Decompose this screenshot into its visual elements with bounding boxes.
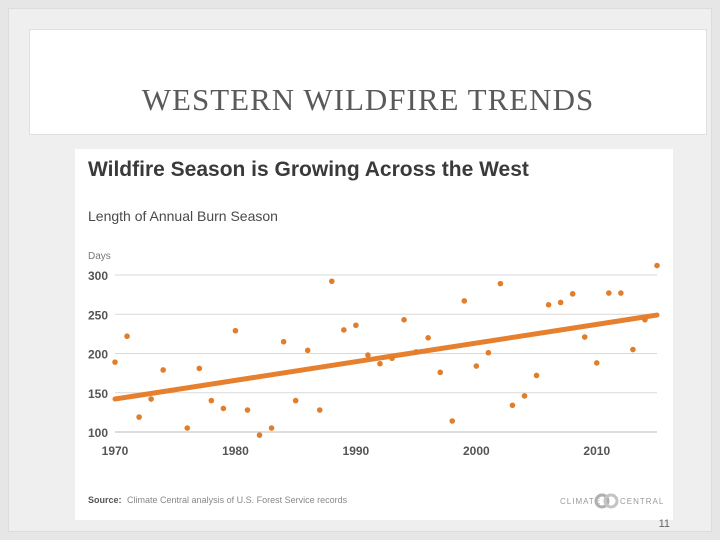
data-point-2010: [593, 360, 600, 366]
data-point-1990: [353, 322, 359, 329]
y-tick-100: 100: [88, 426, 108, 440]
slide-title: WESTERN WILDFIRE TRENDS: [141, 82, 595, 117]
chart-card: Wildfire Season is Growing Across the We…: [75, 149, 673, 520]
source-note: Source: Climate Central analysis of U.S.…: [88, 495, 348, 505]
data-point-1971: [124, 333, 130, 340]
data-point-1979: [220, 405, 227, 412]
data-point-2014: [642, 316, 648, 323]
data-point-2004: [521, 393, 528, 399]
x-tick-1980: 1980: [222, 444, 249, 458]
data-point-1997: [437, 369, 444, 376]
source-text: Climate Central analysis of U.S. Forest …: [127, 495, 348, 505]
data-point-2013: [630, 346, 636, 353]
data-point-1976: [184, 425, 191, 431]
data-point-2011: [606, 290, 612, 296]
x-tick-1990: 1990: [343, 444, 370, 458]
data-point-1982: [256, 432, 263, 438]
logo-ring-right: [603, 493, 619, 509]
data-point-1989: [341, 327, 347, 333]
chart-subtitle: Length of Annual Burn Season: [88, 208, 278, 224]
data-point-1981: [244, 407, 251, 413]
data-point-1987: [316, 407, 323, 413]
x-tick-2010: 2010: [583, 444, 610, 458]
data-point-1972: [136, 414, 142, 420]
x-tick-2000: 2000: [463, 444, 490, 458]
trend-layer: [112, 312, 660, 402]
data-point-1974: [160, 367, 166, 373]
data-point-2003: [509, 402, 516, 409]
x-tick-labels: 1970 1980 1990 2000 2010: [102, 444, 611, 458]
data-point-2007: [557, 299, 564, 306]
data-point-2015: [654, 262, 660, 269]
data-point-2008: [569, 291, 576, 297]
data-point-1986: [304, 347, 311, 354]
data-point-1973: [148, 396, 154, 402]
data-point-1977: [196, 365, 203, 372]
data-point-1993: [389, 355, 395, 362]
source-label: Source:: [88, 495, 122, 505]
data-point-1984: [280, 338, 287, 345]
data-point-2005: [533, 372, 540, 379]
data-point-1994: [401, 316, 407, 323]
data-point-1983: [268, 425, 275, 431]
data-point-1991: [365, 352, 371, 358]
data-point-1985: [292, 397, 299, 404]
logo-text-right: CENTRAL: [620, 497, 664, 506]
page-number: 11: [658, 518, 670, 530]
data-point-2000: [473, 363, 480, 369]
data-point-1992: [377, 360, 383, 367]
y-tick-labels: 100 150 200 250 300: [88, 269, 108, 440]
data-point-1999: [461, 298, 468, 304]
logo-text-left: CLIMATE: [560, 497, 601, 506]
trend-line: [112, 312, 660, 402]
y-tick-250: 250: [88, 308, 108, 322]
x-tick-1970: 1970: [102, 444, 129, 458]
chart-title: Wildfire Season is Growing Across the We…: [88, 158, 529, 181]
point-layer: [112, 262, 660, 438]
data-point-1998: [449, 418, 456, 424]
data-point-2009: [581, 334, 588, 340]
scatter-chart: Wildfire Season is Growing Across the We…: [88, 158, 664, 509]
slide: WESTERN WILDFIRE TRENDS Wildfire Season …: [8, 8, 712, 532]
data-point-2012: [618, 290, 624, 296]
data-point-2006: [545, 302, 552, 308]
data-point-1996: [425, 335, 431, 341]
y-axis-label: Days: [88, 251, 111, 262]
y-tick-150: 150: [88, 387, 108, 401]
grid-layer: [115, 274, 657, 433]
y-tick-200: 200: [88, 348, 108, 362]
data-point-1995: [413, 349, 419, 355]
data-point-1980: [232, 327, 239, 334]
data-point-2002: [497, 280, 504, 287]
logo-ring-left: [594, 493, 610, 509]
data-point-1970: [112, 359, 118, 365]
data-point-1978: [208, 397, 215, 404]
y-tick-300: 300: [88, 269, 108, 283]
data-point-1988: [329, 278, 335, 285]
climate-central-logo: CLIMATE CENTRAL: [560, 493, 664, 509]
data-point-2001: [485, 349, 492, 356]
title-box: WESTERN WILDFIRE TRENDS: [30, 30, 706, 134]
